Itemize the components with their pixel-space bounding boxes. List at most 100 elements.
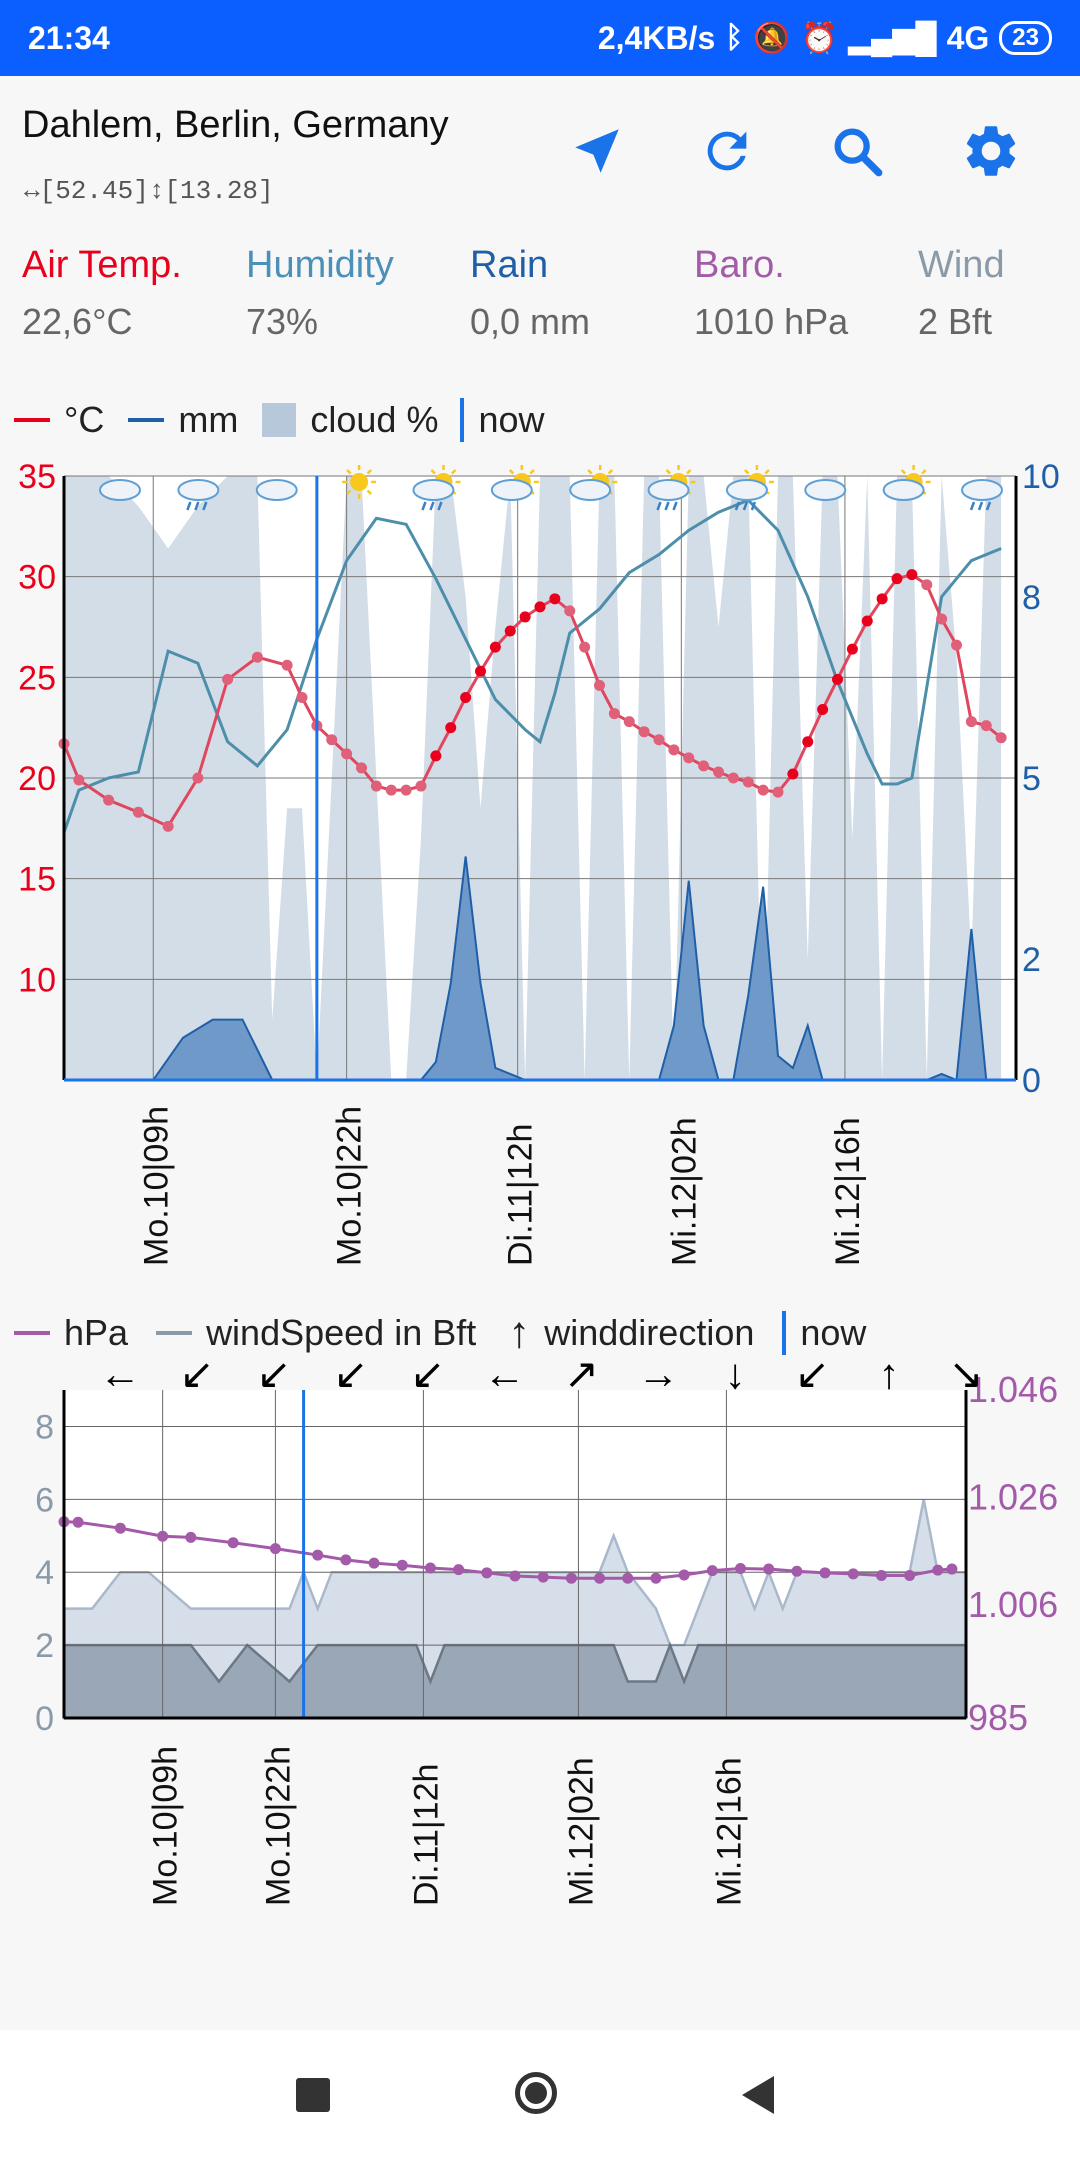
- rain-drop: [194, 501, 200, 511]
- x-tick-label: Mo.10|09h: [137, 1106, 175, 1266]
- temperature-point: [861, 615, 873, 627]
- temperature-point: [534, 601, 546, 613]
- temperature-point: [564, 605, 576, 617]
- pressure-point: [819, 1567, 831, 1579]
- y-left-tick-label: 25: [18, 659, 56, 697]
- y-left-tick-label: 6: [35, 1481, 54, 1519]
- legend-rain-swatch: [128, 418, 165, 422]
- temperature-point: [400, 784, 412, 796]
- y-right-tick-label: 1.026: [968, 1477, 1058, 1518]
- temperature-point: [370, 780, 382, 792]
- sun-ray: [587, 469, 593, 475]
- sun-ray: [607, 469, 614, 475]
- arrow-left-icon: ←: [99, 1360, 141, 1397]
- back-triangle-icon[interactable]: [742, 2076, 774, 2114]
- coordinates: ↔[52.45]↕[13.28]: [24, 176, 274, 206]
- metric-barometer: Baro. 1010 hPa: [694, 244, 848, 343]
- temperature-point: [623, 716, 635, 728]
- temperature-point: [549, 593, 561, 605]
- sun-ray: [451, 469, 457, 475]
- temperature-point: [251, 651, 263, 663]
- location-title: Dahlem, Berlin, Germany: [22, 104, 449, 146]
- temperature-point: [519, 611, 531, 623]
- gear-icon[interactable]: [956, 116, 1026, 186]
- pressure-point: [875, 1570, 887, 1582]
- temperature-point: [936, 613, 948, 625]
- temperature-point: [638, 726, 650, 738]
- cloud-shape: [804, 479, 847, 501]
- temperature-point: [281, 659, 293, 671]
- temperature-point: [698, 760, 710, 772]
- pressure-point: [594, 1572, 606, 1584]
- temperature-point: [891, 573, 903, 585]
- pressure-point: [114, 1522, 126, 1534]
- arrow-down-icon: ↓: [725, 1360, 746, 1397]
- cloud-shape: [99, 479, 141, 501]
- home-circle-icon[interactable]: [515, 2072, 557, 2114]
- metric-value: 0,0 mm: [470, 301, 591, 342]
- sun-ray: [346, 469, 352, 475]
- temperature-point: [980, 720, 992, 732]
- metric-humidity: Humidity 73%: [246, 244, 394, 343]
- temperature-point: [817, 704, 829, 716]
- sun-cloud-icon: [569, 465, 618, 501]
- pressure-point: [157, 1530, 169, 1542]
- x-tick-label: Mo.10|22h: [331, 1106, 369, 1266]
- temperature-point: [73, 774, 85, 786]
- search-icon[interactable]: [822, 116, 892, 186]
- temperature-point: [832, 673, 843, 685]
- temperature-point: [326, 734, 338, 746]
- sun-ray: [921, 469, 927, 475]
- location-arrow-icon[interactable]: [562, 116, 632, 186]
- rain-drop: [985, 501, 992, 511]
- alarm-icon: ⏰: [800, 21, 838, 55]
- metric-air-temp: Air Temp. 22,6°C: [22, 244, 182, 343]
- temperature-point: [430, 750, 442, 762]
- x-tick-label: Di.11|12h: [407, 1764, 445, 1906]
- metric-value: 22,6°C: [22, 301, 133, 342]
- y-left-tick-label: 30: [18, 559, 56, 597]
- humidity-line: [62, 498, 1002, 833]
- battery-icon: 23: [999, 21, 1052, 55]
- temperature-point: [668, 744, 680, 756]
- rain-drop: [734, 501, 741, 511]
- arrow-up-right-icon: ↗: [564, 1360, 599, 1397]
- y-right-tick-label: 5: [1022, 760, 1041, 798]
- y-left-tick-label: 35: [18, 458, 56, 496]
- pressure-point: [932, 1564, 944, 1576]
- rain-drop: [672, 501, 678, 511]
- temperature-point: [727, 772, 739, 784]
- temperature-point: [876, 593, 888, 605]
- y-right-tick-label: 1.046: [968, 1369, 1058, 1410]
- temperature-point: [846, 643, 858, 655]
- arrow-down-left-icon: ↙: [333, 1360, 368, 1397]
- legend-now-swatch: [460, 398, 465, 442]
- sun-cloud-icon: [882, 465, 931, 501]
- legend-cloud-swatch: [262, 403, 297, 437]
- metric-value: 73%: [246, 301, 319, 342]
- pressure-point: [946, 1563, 958, 1575]
- refresh-icon[interactable]: [692, 116, 762, 186]
- cloud-shape: [490, 479, 533, 501]
- x-tick-label: Di.11|12h: [502, 1124, 540, 1266]
- x-tick-label: Mi.12|16h: [829, 1117, 867, 1266]
- temperature-point: [713, 766, 724, 778]
- bluetooth-icon: ᛒ: [725, 21, 744, 54]
- cloud-shape: [961, 479, 1003, 501]
- wind-min-area: [62, 1641, 968, 1720]
- y-right-tick-label: 10: [1022, 458, 1060, 496]
- sun-rain-icon: [647, 465, 696, 511]
- legend-pressure-swatch: [14, 1331, 50, 1335]
- legend-now-label: now: [800, 1312, 867, 1353]
- y-right-tick-label: 0: [1022, 1062, 1041, 1100]
- legend-top: °C mm cloud % now: [14, 398, 545, 442]
- x-tick-label: Mo.10|22h: [259, 1746, 297, 1906]
- recents-square-icon[interactable]: [296, 2078, 330, 2112]
- pressure-point: [537, 1571, 549, 1583]
- pressure-point: [847, 1568, 859, 1580]
- y-right-tick-label: 8: [1022, 579, 1041, 617]
- temperature-point: [162, 820, 174, 832]
- legend-cloud-label: cloud %: [310, 399, 439, 440]
- rain-drop: [742, 501, 749, 511]
